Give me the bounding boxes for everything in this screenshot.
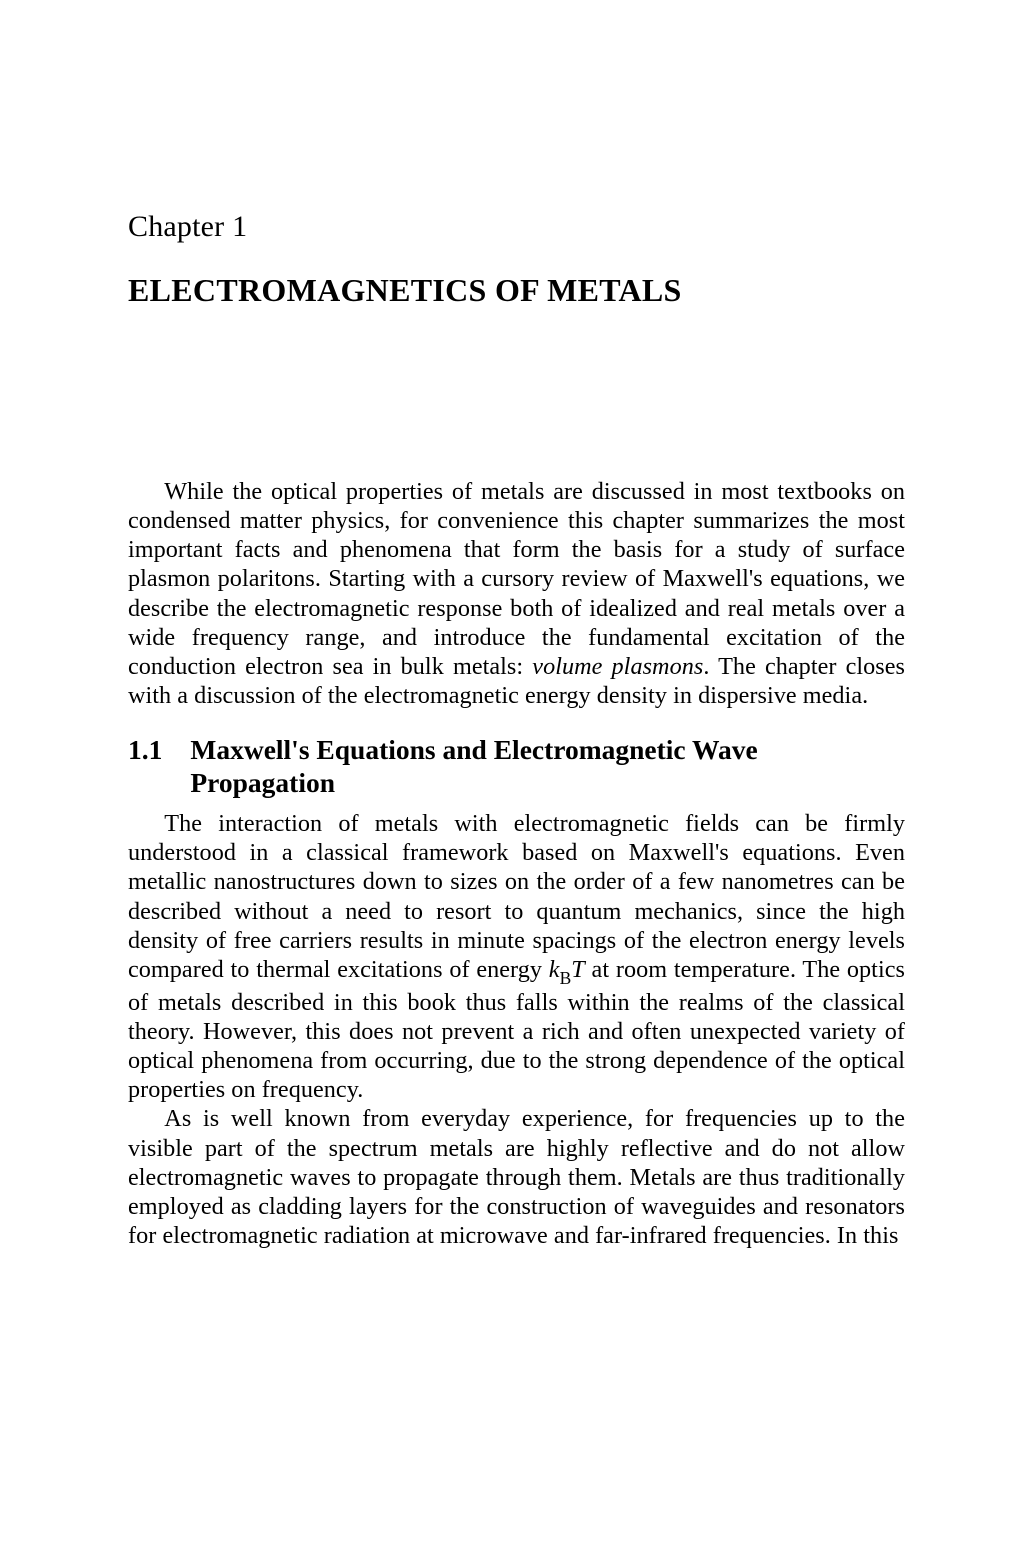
section-heading: 1.1 Maxwell's Equations and Electromagne… [128,734,905,799]
intro-text-a: While the optical properties of metals a… [128,478,905,680]
section-paragraph-2: As is well known from everyday experienc… [128,1104,905,1250]
page: Chapter 1 ELECTROMAGNETICS OF METALS Whi… [0,0,1020,1546]
chapter-label: Chapter 1 [128,210,905,244]
math-t: T [571,956,585,983]
intro-paragraph: While the optical properties of metals a… [128,477,905,710]
intro-italic: volume plasmons [532,653,703,680]
chapter-title: ELECTROMAGNETICS OF METALS [128,272,905,309]
section-paragraph-1: The interaction of metals with electroma… [128,809,905,1104]
section-number: 1.1 [128,734,162,766]
math-k: k [549,956,560,983]
math-sub-b: B [560,968,572,988]
section-title: Maxwell's Equations and Electromagnetic … [190,734,905,799]
